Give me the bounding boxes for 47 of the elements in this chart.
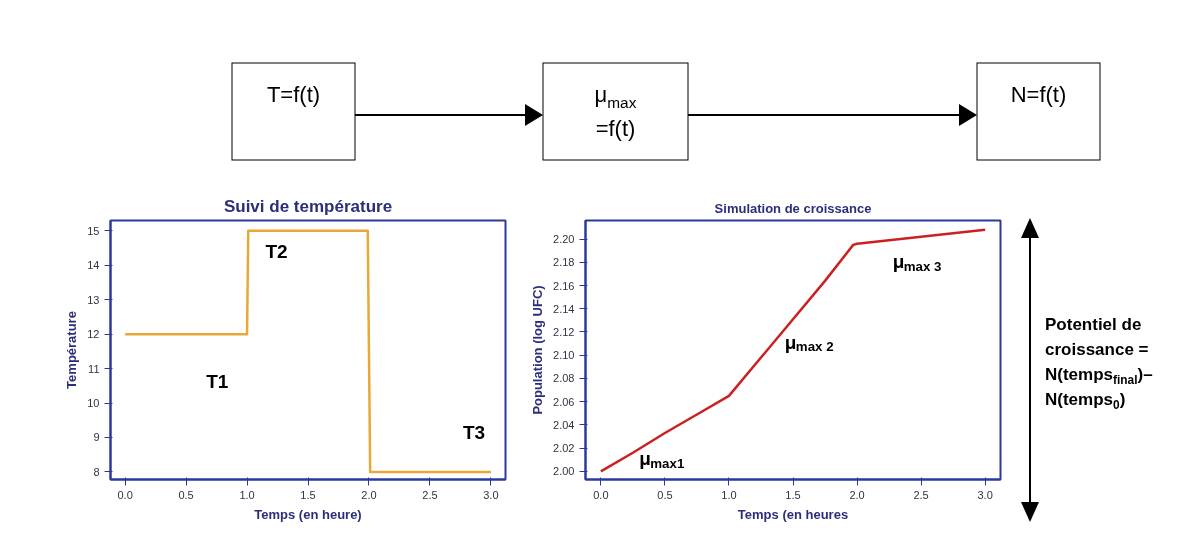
y-axis-title: Température (64, 311, 80, 389)
y-tick-label: 2.12 (553, 326, 575, 338)
y-tick-label: 2.14 (553, 302, 575, 315)
text: N=f(t) (1010, 82, 1067, 107)
x-tick-label: 1.5 (300, 488, 316, 501)
x-tick-label: 2.5 (422, 488, 438, 501)
line-series (599, 228, 987, 473)
x-axis-title: Temps (en heures (737, 506, 849, 522)
annotation: T2 (265, 241, 288, 263)
text: Potentiel de croissance = N(temps$_{final}$)– N(temps$_{0}$) (1045, 315, 1153, 413)
x-tick-label: 0.5 (178, 488, 194, 501)
y-tick-label: 2.20 (553, 233, 575, 246)
chart-title: Simulation de croissance (714, 200, 872, 216)
x-tick-label: 2.0 (849, 488, 865, 501)
x-tick-label: 1.0 (239, 488, 255, 501)
annotation: T1 (206, 370, 229, 392)
y-tick-label: 2.06 (553, 395, 575, 408)
x-tick-label: 2.5 (913, 488, 929, 501)
x-tick-label: 3.0 (483, 488, 499, 501)
y-tick-label: 14 (87, 259, 100, 272)
y-tick-label: 13 (87, 293, 100, 306)
y-tick-label: 9 (93, 431, 100, 444)
y-tick-label: 11 (88, 362, 100, 375)
x-tick-label: 0.0 (117, 488, 133, 501)
y-tick-label: 2.16 (553, 279, 575, 292)
chart-title: Suivi de température (223, 196, 393, 216)
x-axis-title: Temps (en heure) (254, 506, 362, 522)
x-tick-label: 2.0 (361, 488, 377, 501)
y-tick-label: 8 (93, 465, 100, 478)
y-axis-title: Population (log UFC) (530, 285, 546, 415)
y-tick-label: 2.10 (553, 349, 575, 362)
x-tick-label: 0.5 (657, 488, 673, 501)
text: T=f(t) (266, 82, 321, 107)
x-tick-label: 1.0 (721, 488, 737, 501)
text: μ$_{max}$ =f(t) (594, 82, 637, 141)
y-tick-label: 12 (87, 328, 100, 341)
y-tick-label: 2.00 (553, 465, 575, 478)
annotation: T3 (462, 422, 486, 444)
y-tick-label: 2.08 (553, 372, 575, 385)
x-tick-label: 1.5 (785, 488, 801, 501)
y-tick-label: 15 (87, 224, 100, 237)
y-tick-label: 2.02 (553, 442, 575, 455)
y-tick-label: 2.04 (553, 418, 575, 431)
y-tick-label: 2.18 (553, 256, 575, 269)
x-tick-label: 3.0 (977, 488, 993, 501)
x-tick-label: 0.0 (593, 488, 609, 501)
y-tick-label: 10 (87, 397, 100, 410)
